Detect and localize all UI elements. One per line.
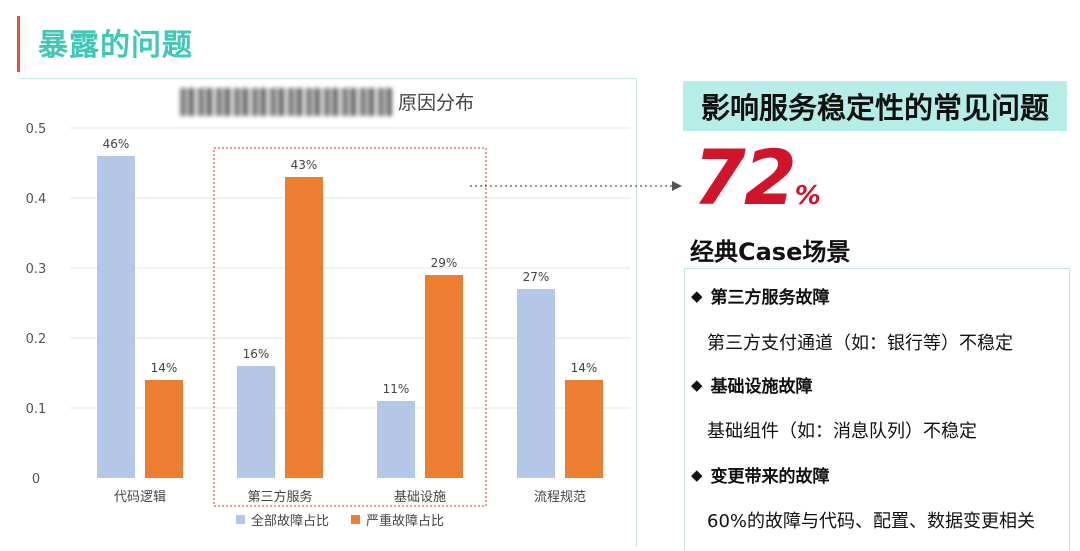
- case-title: 变更带来的故障: [710, 467, 830, 487]
- case-heading: ◆ 变更带来的故障: [691, 462, 830, 488]
- legend-item-severe: 严重故障占比: [351, 510, 444, 529]
- y-tick-label: 0.4: [26, 192, 47, 207]
- stat-value: 72%: [693, 140, 821, 216]
- legend-swatch-severe: [351, 515, 361, 524]
- title-accent-bar: [17, 16, 20, 72]
- case-title: 第三方服务故障: [710, 288, 830, 308]
- bar-severe: [565, 380, 603, 478]
- case-desc: 60%的故障与代码、配置、数据变更相关: [707, 511, 1036, 532]
- diamond-bullet-icon: ◆: [691, 286, 703, 305]
- page-title: 暴露的问题: [38, 28, 193, 63]
- data-label: 27%: [523, 270, 550, 284]
- x-tick-label: 代码逻辑: [114, 490, 166, 505]
- case-desc: 第三方支付通道（如：银行等）不稳定: [707, 333, 1013, 354]
- case-item: ◆ 基础设施故障: [691, 372, 813, 398]
- cases-title: 经典Case场景: [690, 238, 851, 266]
- arrow-head: [672, 181, 682, 191]
- case-heading: ◆ 第三方服务故障: [691, 283, 830, 309]
- legend-swatch-all: [236, 515, 245, 524]
- bar-severe: [425, 275, 463, 478]
- case-desc: 基础组件（如：消息队列）不稳定: [707, 421, 977, 442]
- y-tick-label: 0.1: [26, 402, 47, 417]
- data-label: 14%: [571, 361, 598, 375]
- stat-unit: %: [794, 181, 821, 211]
- legend-label-severe: 严重故障占比: [366, 514, 445, 529]
- case-heading: ◆ 基础设施故障: [691, 372, 813, 398]
- chart-frame: [20, 78, 637, 547]
- legend-label-all: 全部故障占比: [251, 514, 330, 529]
- bar-all: [237, 366, 275, 478]
- panel-headline: 影响服务稳定性的常见问题: [683, 81, 1067, 131]
- bar-all: [97, 156, 135, 478]
- data-label: 29%: [431, 256, 458, 270]
- y-tick-label: 0: [32, 472, 40, 487]
- bar-all: [517, 289, 555, 478]
- chart-title: 原因分布: [398, 92, 475, 114]
- legend-item-all: 全部故障占比: [236, 510, 329, 529]
- chart-title-redacted: [180, 88, 392, 116]
- bar-all: [377, 401, 415, 478]
- y-tick-label: 0.2: [26, 332, 47, 347]
- bar-severe: [285, 177, 323, 478]
- case-item: ◆ 变更带来的故障: [691, 462, 830, 488]
- y-tick-label: 0.3: [26, 262, 47, 277]
- chart-legend: 全部故障占比 严重故障占比: [236, 510, 444, 529]
- connector-arrow: [470, 181, 682, 191]
- case-title: 基础设施故障: [710, 377, 813, 397]
- data-label: 14%: [151, 361, 178, 375]
- data-label: 46%: [103, 137, 130, 151]
- highlight-box: [213, 147, 487, 507]
- cases-box: ◆ 第三方服务故障 第三方支付通道（如：银行等）不稳定 ◆ 基础设施故障 基础组…: [684, 268, 1070, 551]
- case-item: ◆ 第三方服务故障: [691, 283, 830, 309]
- x-tick-label: 基础设施: [394, 490, 446, 505]
- bar-chart: 0 0.1 0.2 0.3 0.4 0.5 46% 14% 代码逻辑 16% 43% 第三方服务 11%…: [26, 122, 630, 507]
- y-tick-label: 0.5: [26, 122, 47, 137]
- bar-severe: [145, 380, 183, 478]
- data-label: 11%: [383, 382, 410, 396]
- x-tick-label: 第三方服务: [247, 489, 312, 505]
- diamond-bullet-icon: ◆: [691, 465, 703, 484]
- data-label: 43%: [291, 158, 318, 172]
- diamond-bullet-icon: ◆: [691, 375, 703, 394]
- data-label: 16%: [243, 347, 270, 361]
- x-tick-label: 流程规范: [534, 490, 586, 505]
- stat-number: 72: [693, 133, 797, 222]
